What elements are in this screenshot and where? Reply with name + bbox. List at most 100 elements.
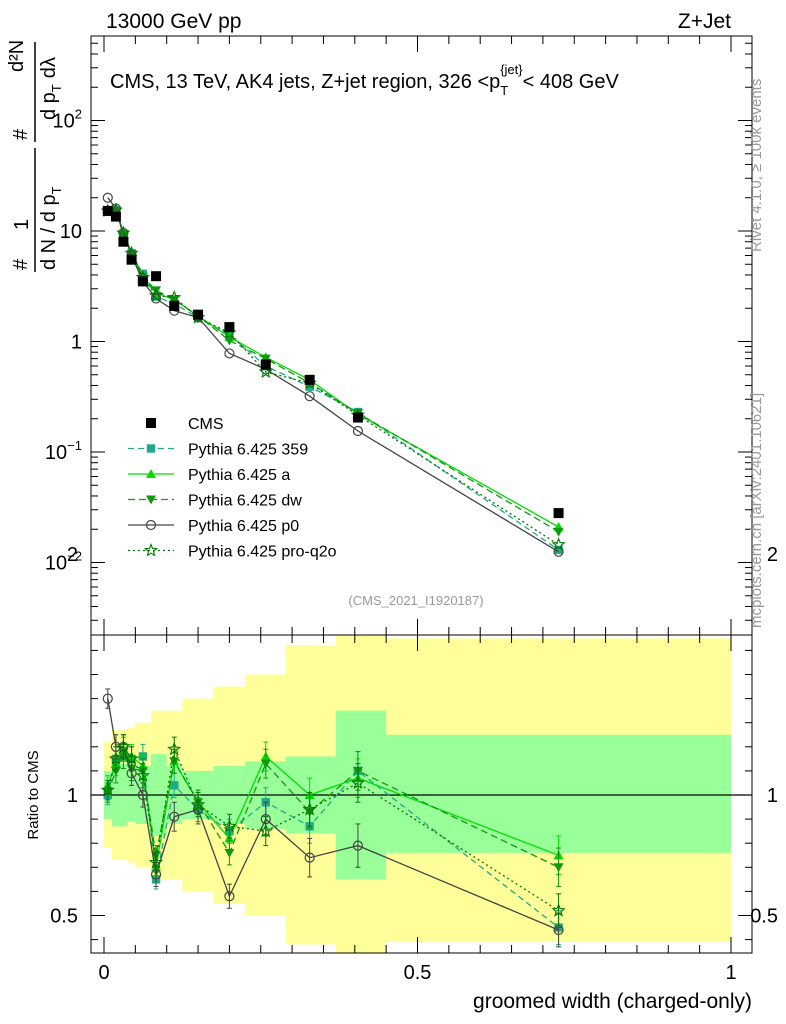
y-tick-base-4: 10 (45, 553, 67, 575)
ratio-point-pythia-6-425-p0-6 (169, 811, 180, 822)
x-axis-tick-labels: 0 0.5 1 (98, 962, 736, 984)
data-point-3 (126, 254, 137, 265)
ylabel-hash-1: # (10, 258, 32, 270)
x-tick-label-1: 0.5 (404, 962, 432, 984)
legend-label-cms: CMS (188, 416, 224, 433)
series-point-pythia-6-425-p0-11 (352, 425, 364, 437)
data-point-1 (110, 211, 121, 222)
legend-marker-pythia-6-425-dw (146, 495, 156, 505)
plot-title: CMS, 13 TeV, AK4 jets, Z+jet region, 326… (110, 62, 619, 98)
y-tick-label-4: 10−2 (45, 549, 82, 575)
ratio-point-pythia-6-425-p0-0 (102, 693, 113, 704)
legend-marker-pythia-6-425-359 (146, 444, 156, 453)
ratio-tick-label-left-2: 0.5 (50, 906, 78, 928)
title-pre: CMS, 13 TeV, AK4 jets, Z+jet region, 326… (110, 71, 500, 93)
title-sub: T (500, 83, 508, 98)
data-point-10 (304, 374, 315, 385)
ratio-point-pythia-6-425-pro-q2o-11 (350, 775, 365, 790)
x-tick-label-2: 1 (725, 962, 736, 984)
data-point-5 (151, 271, 162, 282)
data-point-12 (553, 508, 564, 519)
ratio-tick-label-right-0: 2 (767, 544, 778, 566)
ratio-point-pythia-6-425-pro-q2o-9 (258, 823, 273, 838)
data-point-8 (224, 322, 235, 333)
ratio-point-pythia-6-425-pro-q2o-5 (148, 855, 164, 869)
series-point-pythia-6-425-pro-q2o-12 (551, 537, 566, 551)
ratio-tick-label-right-2: 0.5 (750, 906, 778, 928)
legend-label-pythia-6-425-dw: Pythia 6.425 dw (188, 493, 302, 510)
series-line-pythia-6-425-pro-q2o (107, 209, 559, 546)
y-tick-label-0: 102 (53, 107, 82, 133)
legend-label-pythia-6-425-pro-q2o: Pythia 6.425 pro-q2o (188, 544, 337, 561)
ylabel-dl: dλ (38, 57, 60, 78)
series-point-pythia-6-425-pro-q2o-6 (167, 290, 182, 304)
ylabel-one: 1 (11, 219, 33, 230)
data-point-9 (260, 359, 271, 370)
ylabel-den: d pTdλ (38, 57, 64, 120)
ratio-point-pythia-6-425-pro-q2o-7 (190, 797, 206, 811)
side-text-bottom: mcplots.cern.ch [arXiv:2401.10621] (748, 393, 765, 628)
ylabel-den-sub: T (49, 84, 64, 92)
series-point-pythia-6-425-dw-9 (260, 354, 271, 364)
series-point-pythia-6-425-p0-10 (304, 391, 315, 402)
ratio-point-pythia-6-425-359-6 (170, 781, 179, 790)
ratio-point-pythia-6-425-pro-q2o-10 (302, 802, 317, 816)
ratio-point-pythia-6-425-p0-10 (304, 852, 315, 863)
header-left: 13000 GeV pp (106, 10, 241, 33)
y-tick-exp-0: 2 (75, 107, 82, 122)
series-point-pythia-6-425-359-12 (554, 545, 563, 555)
x-tick-label-0: 0 (98, 962, 109, 984)
y-tick-base-0: 10 (53, 111, 75, 133)
series-point-pythia-6-425-pro-q2o-9 (258, 364, 273, 379)
data-point-7 (193, 309, 204, 320)
ylabel-dN: d N / d pT (38, 186, 64, 270)
side-text-top: Rivet 4.1.0, ≥ 100k events (748, 79, 765, 252)
ylabel-dN-sub: T (49, 186, 64, 194)
legend-marker-pythia-6-425-pro-q2o (143, 542, 159, 557)
legend-label-pythia-6-425-p0: Pythia 6.425 p0 (188, 518, 299, 535)
series-point-pythia-6-425-dw-12 (553, 527, 564, 537)
series-point-pythia-6-425-pro-q2o-2 (116, 225, 131, 240)
ratio-point-pythia-6-425-pro-q2o-8 (222, 818, 237, 833)
legend: CMS Pythia 6.425 359 Pythia 6.425 a Pythia … (128, 416, 337, 561)
analysis-tag: (CMS_2021_I1920187) (348, 593, 483, 608)
title-sup: {jet} (500, 62, 523, 77)
ratio-point-pythia-6-425-dw-12 (553, 863, 564, 873)
legend-label-pythia-6-425-a: Pythia 6.425 a (188, 467, 290, 484)
data-point-4 (137, 276, 148, 287)
legend-marker-cms (146, 418, 156, 428)
header-right: Z+Jet (678, 10, 731, 33)
ratio-point-pythia-6-425-p0-8 (224, 891, 235, 902)
ratio-axis-label: Ratio to CMS (25, 750, 42, 839)
ratio-band-stat-12 (386, 734, 731, 853)
x-axis-label: groomed width (charged-only) (473, 990, 752, 1013)
ratio-point-pythia-6-425-pro-q2o-6 (167, 741, 182, 756)
ratio-point-pythia-6-425-pro-q2o-12 (551, 903, 566, 917)
ratio-point-pythia-6-425-pro-q2o-4 (135, 768, 151, 782)
ratio-tick-label-right-1: 1 (767, 785, 778, 807)
ratio-point-pythia-6-425-pro-q2o-2 (116, 739, 131, 753)
y-tick-label-3: 10−1 (45, 438, 82, 464)
series-line-pythia-6-425-a (107, 208, 559, 528)
ratio-point-pythia-6-425-pro-q2o-1 (108, 751, 123, 765)
ylabel-dN-text: d N / d p (38, 194, 60, 270)
y-tick-base-3: 10 (45, 442, 67, 464)
ratio-axis-ticks: 2 2 1 1 0.5 0.5 (50, 544, 778, 953)
series-point-pythia-6-425-p0-5 (150, 293, 162, 304)
ratio-tick-label-left-0: 2 (67, 544, 78, 566)
ratio-point-pythia-6-425-pro-q2o-0 (100, 782, 115, 797)
ratio-plot-marks (91, 635, 752, 953)
series-line-pythia-6-425-359 (107, 209, 559, 551)
ratio-point-pythia-6-425-dw-9 (260, 759, 271, 769)
title-post: < 408 GeV (523, 71, 620, 93)
data-point-6 (169, 300, 180, 311)
y-axis-label: # 1 d N / d pT # d²N d pTdλ (6, 40, 64, 272)
data-point-0 (102, 205, 113, 216)
ratio-point-pythia-6-425-pro-q2o-3 (124, 751, 139, 765)
y-tick-label-2: 1 (71, 332, 82, 354)
y-tick-label-1: 10 (60, 221, 82, 243)
series-point-pythia-6-425-p0-8 (224, 348, 235, 359)
ylabel-hash-2: # (10, 128, 32, 140)
